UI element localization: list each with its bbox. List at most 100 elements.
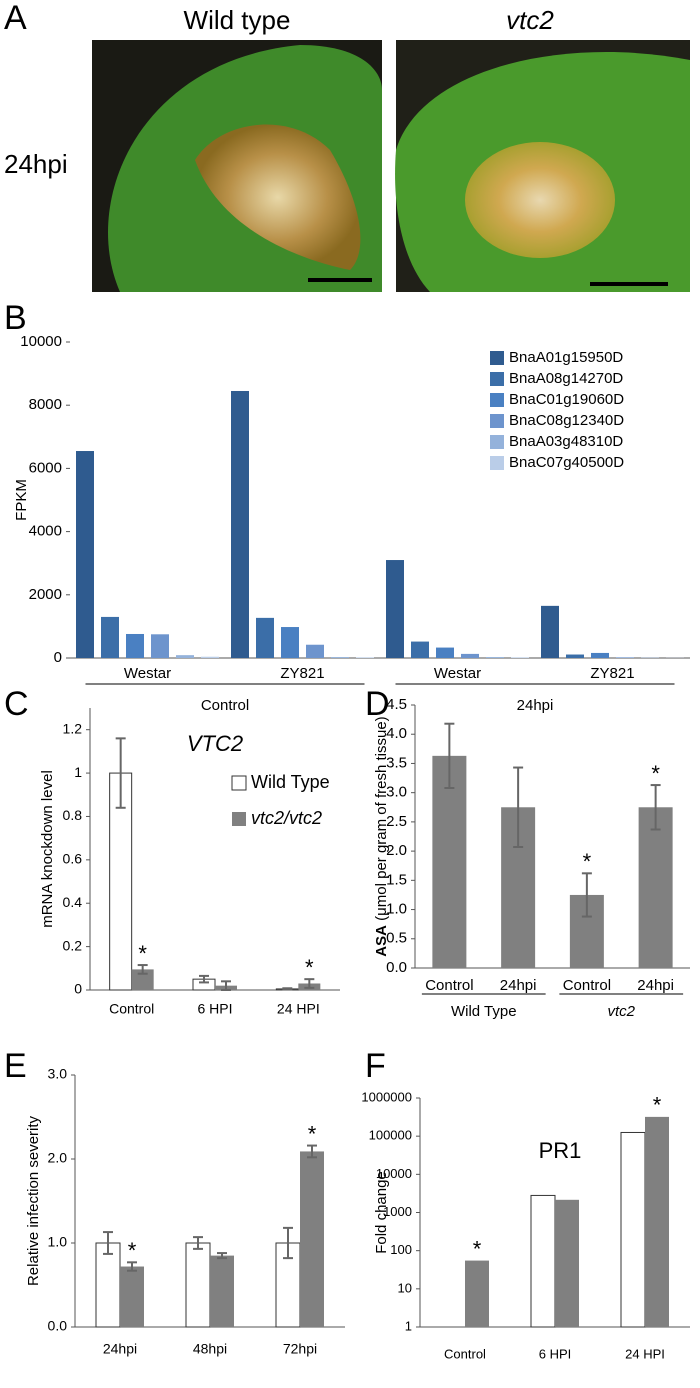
y-tick-label: 6000 — [29, 459, 62, 476]
legend-label: BnaC08g12340D — [509, 412, 624, 429]
bar — [566, 654, 584, 658]
y-tick-label: 1.5 — [386, 871, 407, 888]
error-bar — [650, 784, 661, 831]
bar — [511, 657, 529, 658]
significance-marker: * — [651, 761, 660, 786]
legend-swatch — [490, 351, 504, 365]
bar — [76, 451, 94, 658]
y-axis-label-bold: ASA — [373, 925, 390, 957]
y-tick-label: 1.0 — [48, 1234, 68, 1250]
y-tick-label: 4.5 — [386, 696, 407, 713]
x-tick-label: 24hpi — [637, 977, 674, 994]
panel-letter: A — [4, 0, 27, 37]
error-bar — [127, 1261, 137, 1272]
y-axis-label: FPKM — [13, 479, 30, 521]
legend-label: BnaA03g48310D — [509, 433, 623, 450]
legend-swatch — [490, 372, 504, 386]
bar — [486, 657, 504, 658]
x-tick-label: Control — [444, 1346, 486, 1361]
y-tick-label: 2000 — [29, 586, 62, 603]
y-tick-label: 0.0 — [386, 959, 407, 976]
panel-letter: B — [4, 299, 27, 337]
error-bar — [193, 1236, 203, 1250]
x-tick-label: ZY821 — [590, 665, 634, 682]
chart: B FPKM 0 2000 4000 6000 8000 10000 Westar ZY821 We… — [4, 299, 690, 714]
panel-letter: F — [365, 1047, 386, 1085]
significance-marker: * — [128, 1238, 137, 1263]
error-bar — [221, 980, 231, 991]
bar — [436, 647, 454, 658]
y-tick-label: 2.0 — [48, 1150, 68, 1166]
x-tick-label: 24hpi — [103, 1341, 137, 1357]
chart: C VTC2 mRNA knockdown level 0 0.2 0.4 0.6 0.8 1 1… — [4, 685, 340, 1017]
error-bar — [304, 978, 315, 989]
error-bar — [115, 737, 126, 809]
bar — [386, 560, 404, 658]
bar — [120, 1266, 144, 1327]
bar — [126, 633, 144, 658]
bar — [638, 807, 673, 968]
y-axis-label: mRNA knockdown level — [39, 770, 56, 928]
group-label: 24hpi — [517, 697, 554, 714]
y-tick-label: 0.0 — [48, 1318, 68, 1334]
x-tick-label: Westar — [434, 665, 481, 682]
y-tick-label: 4.0 — [386, 725, 407, 742]
y-tick-label: 1 — [74, 764, 82, 780]
panel-letter: E — [4, 1047, 27, 1085]
bar — [331, 657, 349, 658]
bar — [541, 605, 559, 658]
bar — [101, 616, 119, 658]
legend-label: BnaA08g14270D — [509, 370, 623, 387]
group-label: Control — [201, 697, 249, 714]
bar — [256, 617, 274, 658]
x-tick-label: 6 HPI — [539, 1346, 572, 1361]
y-tick-label: 0 — [74, 981, 82, 997]
x-tick-label: Control — [425, 977, 473, 994]
bar — [231, 390, 249, 658]
bar — [620, 1131, 646, 1328]
column-label: Wild type — [184, 5, 291, 35]
y-tick-label: 1.0 — [386, 901, 407, 918]
error-bar — [199, 974, 209, 984]
bar — [530, 1194, 556, 1328]
x-tick-label: Westar — [124, 665, 171, 682]
y-axis-label-text: Relative infection severity — [25, 1115, 42, 1286]
y-tick-label: 4000 — [29, 523, 62, 540]
x-tick-label: Control — [109, 1001, 154, 1017]
chart: F PR1 Fold change 1 10 100 1000 10000 100000 1000… — [361, 1047, 690, 1361]
significance-marker: * — [473, 1236, 482, 1261]
y-tick-label: 10 — [398, 1280, 412, 1295]
y-tick-label: 2.5 — [386, 813, 407, 830]
bar — [201, 656, 219, 658]
y-tick-label: 10000 — [20, 333, 62, 350]
y-axis-label: ASA (μmol per gram of fresh tissue) — [373, 716, 390, 956]
y-tick-label: 0.5 — [386, 930, 407, 947]
y-tick-label: 0.4 — [63, 894, 83, 910]
y-tick-label: 1.2 — [63, 720, 83, 736]
column-label: vtc2 — [506, 5, 554, 35]
legend-label: BnaC01g19060D — [509, 391, 624, 408]
legend-label: BnaA01g15950D — [509, 349, 623, 366]
bar — [281, 627, 299, 658]
y-tick-label: 0.8 — [63, 807, 83, 823]
y-tick-label: 1000 — [383, 1204, 412, 1219]
y-tick-label: 8000 — [29, 396, 62, 413]
error-bar — [581, 872, 592, 918]
lesion — [465, 142, 615, 258]
bar — [151, 634, 169, 658]
group-label: vtc2 — [607, 1003, 635, 1020]
bar — [306, 644, 324, 658]
y-axis-label: Fold change — [373, 1171, 390, 1254]
bar — [616, 657, 634, 658]
y-tick-label: 2.0 — [386, 842, 407, 859]
bar — [461, 653, 479, 658]
bar — [185, 1242, 211, 1328]
bar — [465, 1260, 489, 1327]
y-axis-label-text: (μmol per gram of fresh tissue) — [373, 716, 390, 921]
y-tick-label: 3.0 — [386, 784, 407, 801]
x-tick-label: ZY821 — [280, 665, 324, 682]
y-axis-label-text: FPKM — [13, 479, 30, 521]
error-bar — [282, 987, 293, 991]
